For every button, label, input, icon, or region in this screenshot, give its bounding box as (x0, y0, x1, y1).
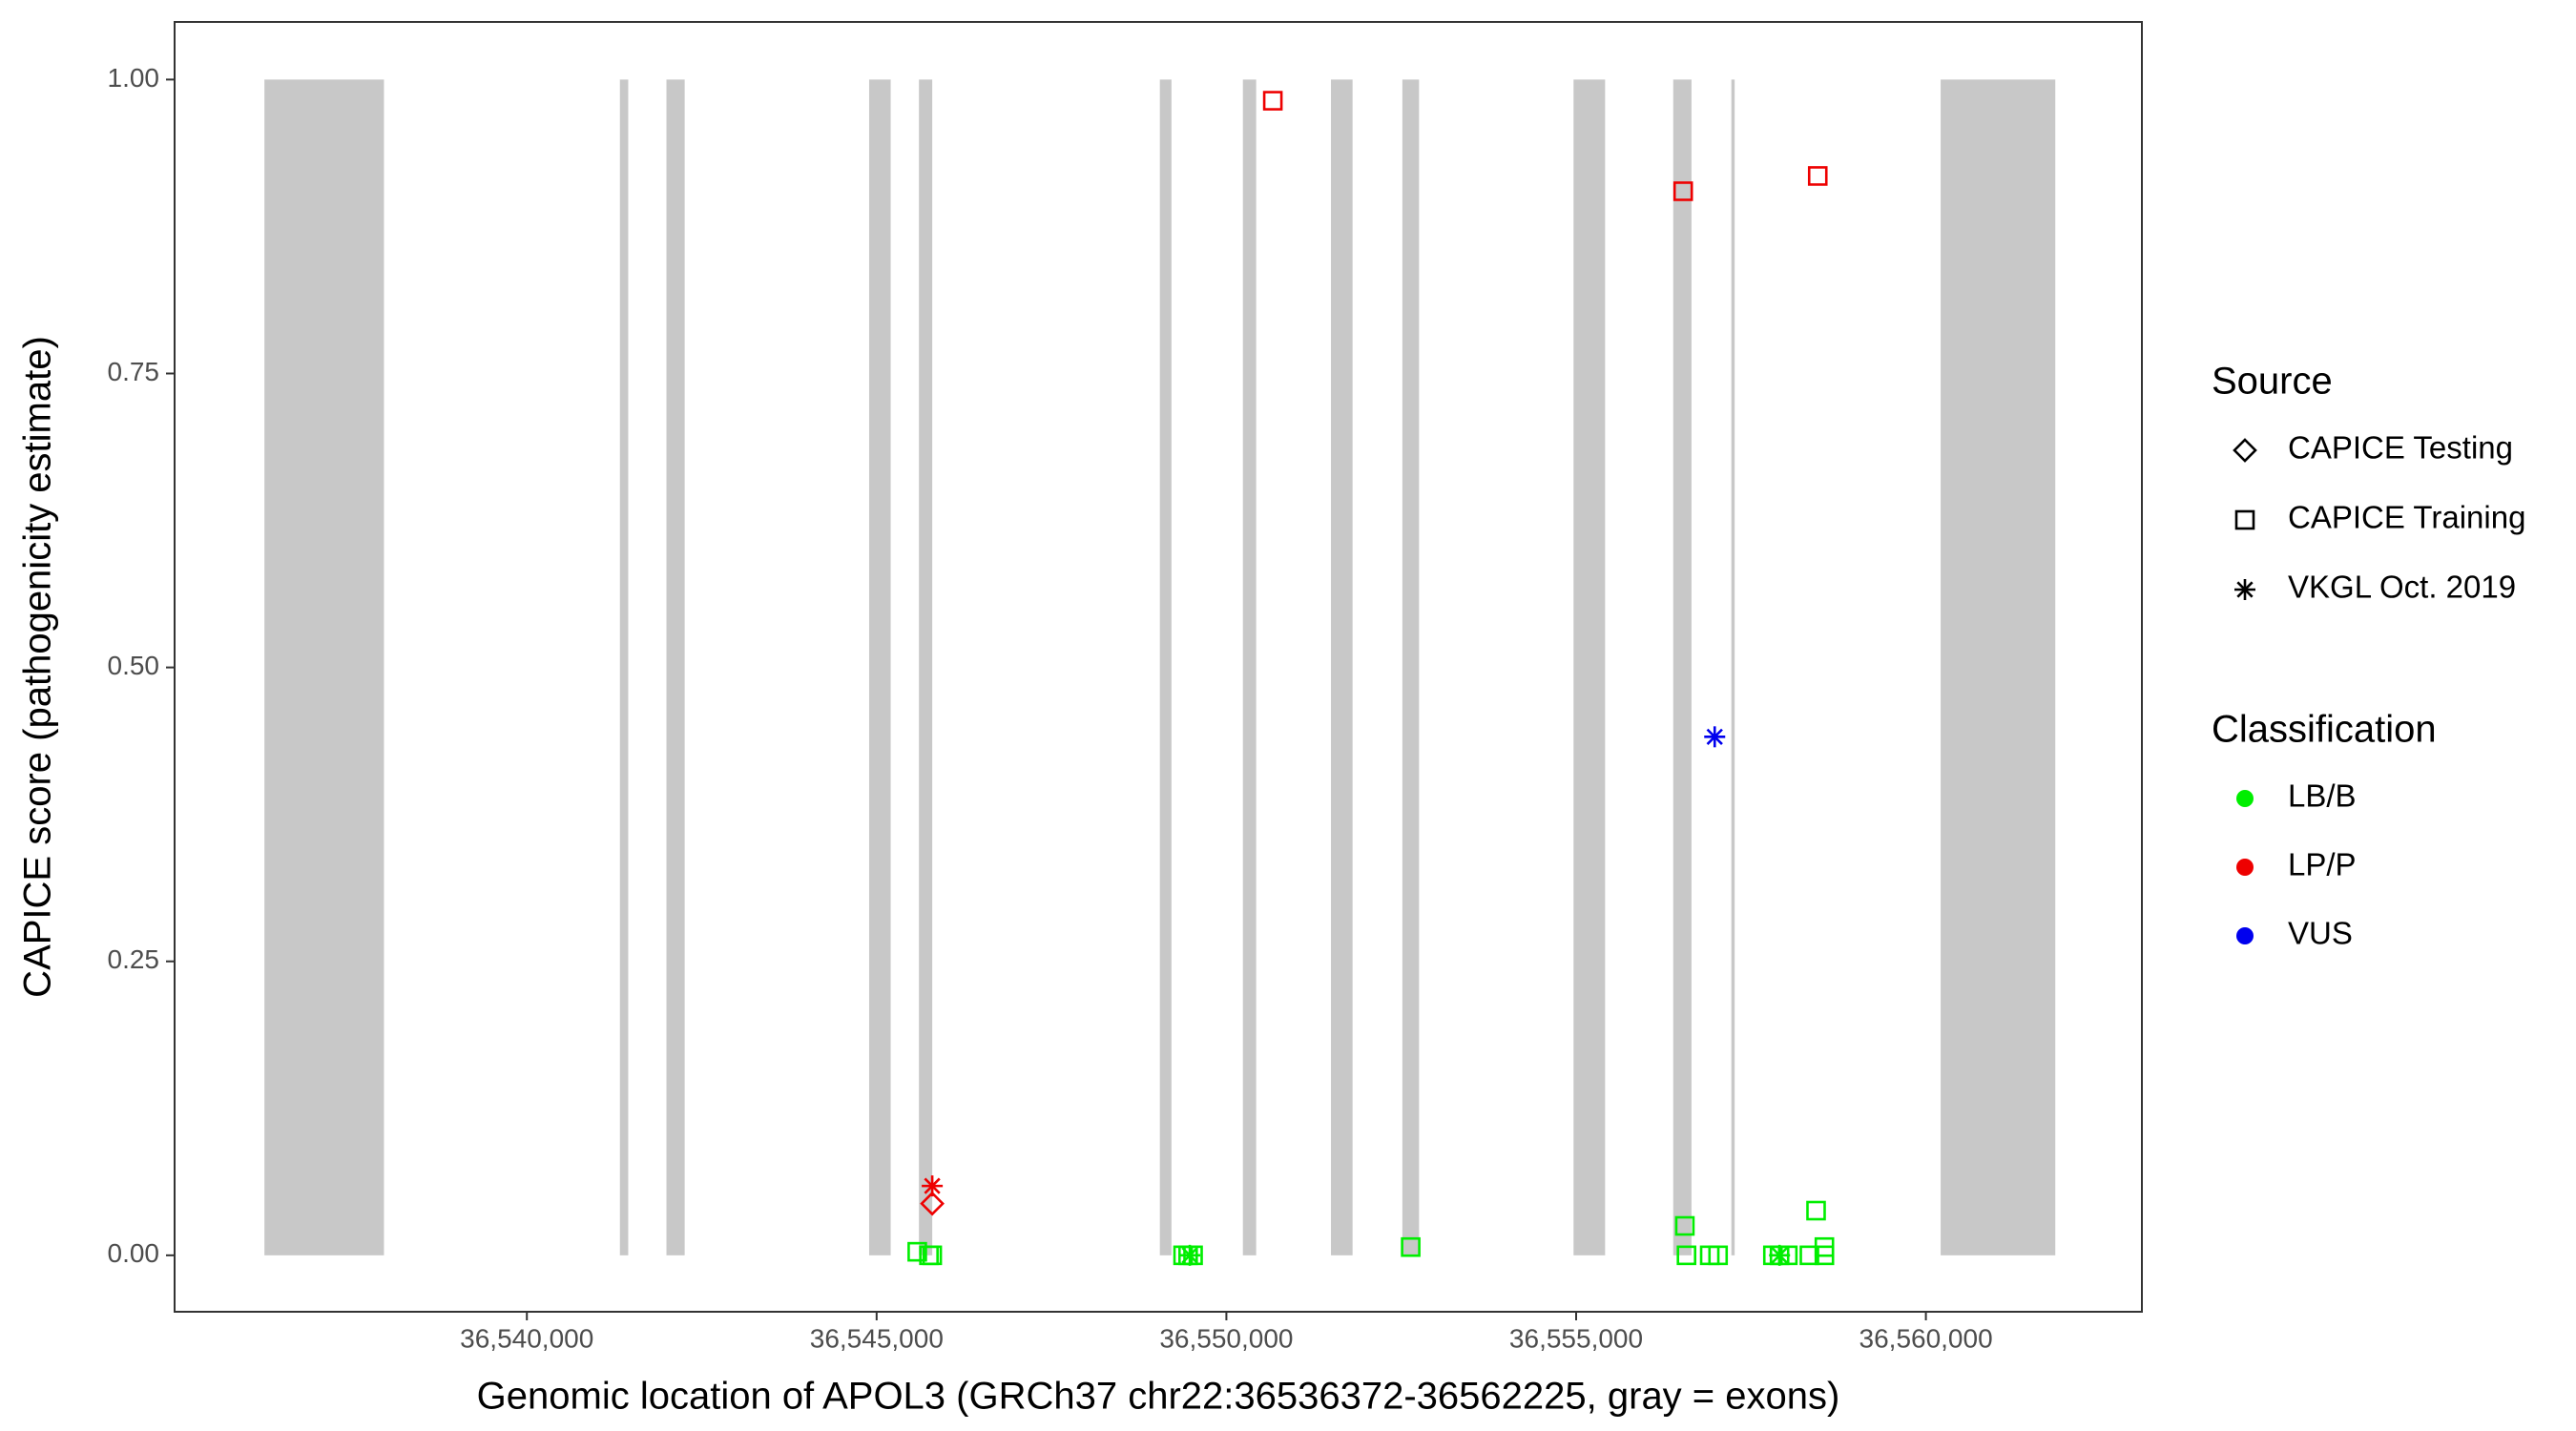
exon (1331, 79, 1353, 1255)
legend-swatch (2236, 859, 2254, 876)
plot-frame (174, 21, 2143, 1313)
y-tick-label: 0.50 (108, 651, 160, 680)
x-tick-label: 36,540,000 (460, 1323, 593, 1353)
exon (1672, 79, 1692, 1255)
point (1262, 91, 1283, 111)
y-axis-title: CAPICE score (pathogenicity estimate) (17, 336, 59, 998)
point (922, 1175, 944, 1197)
point (1676, 1245, 1696, 1266)
legend-label: LB/B (2288, 778, 2357, 814)
legend-title: Source (2212, 361, 2333, 403)
point (1704, 726, 1726, 748)
point (1806, 1200, 1826, 1221)
point (1807, 166, 1828, 186)
point (920, 1191, 945, 1216)
point (2233, 438, 2257, 463)
legend-swatch (2236, 927, 2254, 944)
legend-title: Classification (2212, 709, 2437, 751)
x-axis-title: Genomic location of APOL3 (GRCh37 chr22:… (477, 1376, 1840, 1418)
point (1814, 1245, 1835, 1266)
exon (868, 79, 891, 1255)
point (2234, 579, 2255, 600)
point (1769, 1244, 1791, 1266)
point (1401, 1236, 1421, 1257)
x-tick-label: 36,550,000 (1159, 1323, 1293, 1353)
point (2234, 509, 2255, 530)
point (1674, 1215, 1695, 1236)
exon (1159, 79, 1172, 1255)
plot-layer (264, 79, 2056, 1266)
point (907, 1241, 927, 1262)
exon (666, 79, 685, 1255)
x-tick-label: 36,560,000 (1859, 1323, 1993, 1353)
y-tick-label: 0.75 (108, 357, 160, 386)
y-tick-label: 0.25 (108, 944, 160, 974)
point (1672, 181, 1693, 201)
y-tick-label: 0.00 (108, 1238, 160, 1268)
point (1708, 1245, 1729, 1266)
x-tick-label: 36,555,000 (1509, 1323, 1643, 1353)
exon (1941, 79, 2056, 1255)
point (922, 1245, 943, 1266)
point (1179, 1244, 1201, 1266)
exon (619, 79, 629, 1255)
legend-label: LP/P (2288, 847, 2357, 882)
exon (919, 79, 933, 1255)
exon (1242, 79, 1257, 1255)
exon (1573, 79, 1606, 1255)
legend-label: CAPICE Testing (2288, 430, 2513, 466)
x-tick-label: 36,545,000 (810, 1323, 944, 1353)
y-tick-label: 1.00 (108, 63, 160, 93)
legend-label: VKGL Oct. 2019 (2288, 570, 2516, 605)
exon (1731, 79, 1735, 1255)
legend-label: VUS (2288, 916, 2353, 951)
legend-swatch (2236, 790, 2254, 807)
legend-label: CAPICE Training (2288, 500, 2525, 535)
exon (1402, 79, 1420, 1255)
exon (264, 79, 384, 1255)
